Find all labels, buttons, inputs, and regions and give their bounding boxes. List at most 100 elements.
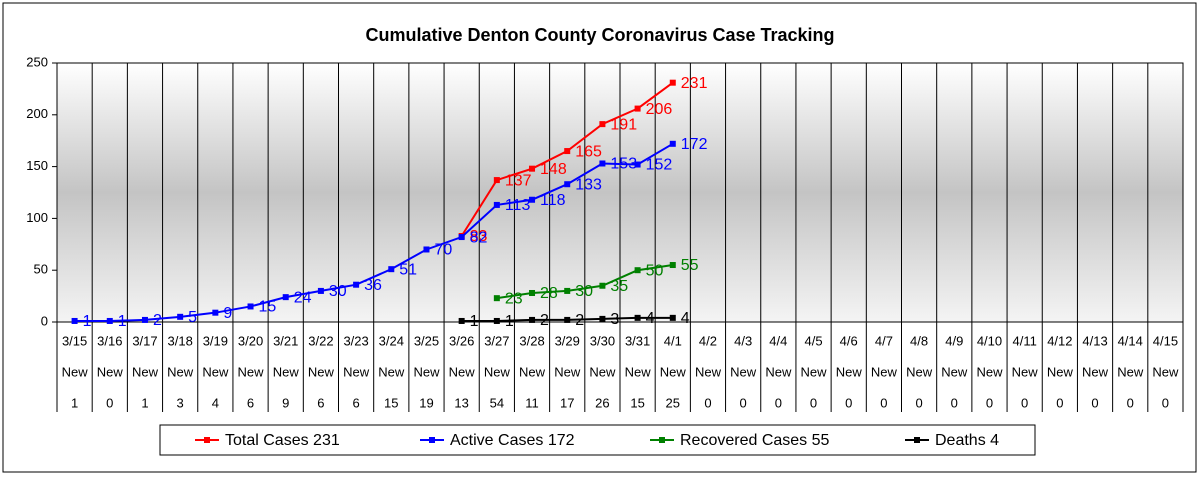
x-tick-label: 4/5 bbox=[804, 333, 822, 348]
point bbox=[599, 160, 606, 167]
point bbox=[599, 282, 606, 289]
x-tick-label: 3/20 bbox=[238, 333, 263, 348]
row-label: New bbox=[1047, 364, 1074, 379]
new-cases: 1 bbox=[141, 395, 148, 410]
row-label: New bbox=[308, 364, 335, 379]
y-tick-label: 100 bbox=[26, 210, 48, 225]
x-tick-label: 4/15 bbox=[1153, 333, 1178, 348]
x-tick-label: 3/17 bbox=[132, 333, 157, 348]
legend-label: Deaths 4 bbox=[935, 432, 999, 449]
data-label: 172 bbox=[681, 136, 708, 153]
row-label: New bbox=[484, 364, 511, 379]
data-label: 191 bbox=[610, 116, 637, 133]
point bbox=[529, 196, 536, 203]
series-line bbox=[496, 264, 673, 300]
x-tick-label: 3/18 bbox=[168, 333, 193, 348]
x-tick-label: 3/19 bbox=[203, 333, 228, 348]
data-label: 30 bbox=[575, 283, 593, 300]
data-label: 1 bbox=[470, 313, 479, 330]
point bbox=[634, 314, 641, 321]
point bbox=[458, 234, 465, 241]
y-tick-label: 200 bbox=[26, 106, 48, 121]
new-cases: 0 bbox=[704, 395, 711, 410]
data-label: 4 bbox=[646, 310, 655, 327]
data-label: 15 bbox=[259, 299, 277, 316]
point bbox=[71, 317, 78, 324]
row-label: New bbox=[589, 364, 616, 379]
row-label: New bbox=[343, 364, 370, 379]
data-label: 165 bbox=[575, 143, 602, 160]
x-tick-label: 3/26 bbox=[449, 333, 474, 348]
new-cases: 17 bbox=[560, 395, 574, 410]
point bbox=[493, 177, 500, 184]
point bbox=[493, 201, 500, 208]
data-label: 9 bbox=[223, 305, 232, 322]
row-label: New bbox=[554, 364, 581, 379]
row-label: New bbox=[273, 364, 300, 379]
point bbox=[388, 266, 395, 273]
point bbox=[493, 295, 500, 302]
x-tick-label: 4/12 bbox=[1047, 333, 1072, 348]
row-label: New bbox=[765, 364, 792, 379]
row-label: New bbox=[378, 364, 405, 379]
data-label: 153 bbox=[610, 156, 637, 173]
row-label: New bbox=[1152, 364, 1179, 379]
point bbox=[564, 287, 571, 294]
row-label: New bbox=[730, 364, 757, 379]
new-cases: 0 bbox=[951, 395, 958, 410]
point bbox=[458, 317, 465, 324]
row-label: New bbox=[941, 364, 968, 379]
new-cases: 0 bbox=[1162, 395, 1169, 410]
new-cases: 6 bbox=[352, 395, 359, 410]
row-label: New bbox=[1012, 364, 1039, 379]
new-cases: 6 bbox=[317, 395, 324, 410]
legend-label: Total Cases 231 bbox=[225, 432, 340, 449]
point bbox=[177, 313, 184, 320]
data-label: 82 bbox=[470, 229, 488, 246]
new-cases: 26 bbox=[595, 395, 609, 410]
legend-marker bbox=[204, 437, 210, 443]
row-label: New bbox=[62, 364, 89, 379]
row-label: New bbox=[871, 364, 898, 379]
data-label: 83 bbox=[470, 228, 488, 245]
y-tick-label: 0 bbox=[41, 313, 48, 328]
new-cases: 3 bbox=[177, 395, 184, 410]
row-label: New bbox=[906, 364, 933, 379]
row-label: New bbox=[519, 364, 546, 379]
row-label: New bbox=[238, 364, 265, 379]
point bbox=[247, 303, 254, 310]
data-label: 2 bbox=[540, 312, 549, 329]
x-tick-label: 4/2 bbox=[699, 333, 717, 348]
legend-label: Active Cases 172 bbox=[450, 432, 575, 449]
data-label: 113 bbox=[505, 197, 531, 214]
point bbox=[634, 105, 641, 112]
x-tick-label: 4/3 bbox=[734, 333, 752, 348]
x-tick-label: 4/8 bbox=[910, 333, 928, 348]
point bbox=[564, 316, 571, 323]
x-tick-label: 3/31 bbox=[625, 333, 650, 348]
row-label: New bbox=[695, 364, 722, 379]
data-label: 206 bbox=[646, 101, 673, 118]
new-cases: 11 bbox=[525, 395, 539, 410]
point bbox=[282, 294, 289, 301]
new-cases: 0 bbox=[915, 395, 922, 410]
point bbox=[493, 317, 500, 324]
x-tick-label: 3/25 bbox=[414, 333, 439, 348]
data-label: 30 bbox=[329, 283, 347, 300]
row-label: New bbox=[1082, 364, 1109, 379]
legend-marker bbox=[429, 437, 435, 443]
point bbox=[669, 262, 676, 269]
new-cases: 0 bbox=[1021, 395, 1028, 410]
new-cases: 0 bbox=[1127, 395, 1134, 410]
row-label: New bbox=[202, 364, 229, 379]
new-cases: 15 bbox=[630, 395, 644, 410]
data-label: 51 bbox=[399, 261, 417, 278]
row-label: New bbox=[625, 364, 652, 379]
row-label: New bbox=[836, 364, 863, 379]
x-tick-label: 3/27 bbox=[484, 333, 509, 348]
data-label: 24 bbox=[294, 289, 312, 306]
point bbox=[599, 121, 606, 128]
row-label: New bbox=[167, 364, 194, 379]
x-tick-label: 4/11 bbox=[1012, 333, 1036, 348]
x-tick-label: 3/30 bbox=[590, 333, 615, 348]
